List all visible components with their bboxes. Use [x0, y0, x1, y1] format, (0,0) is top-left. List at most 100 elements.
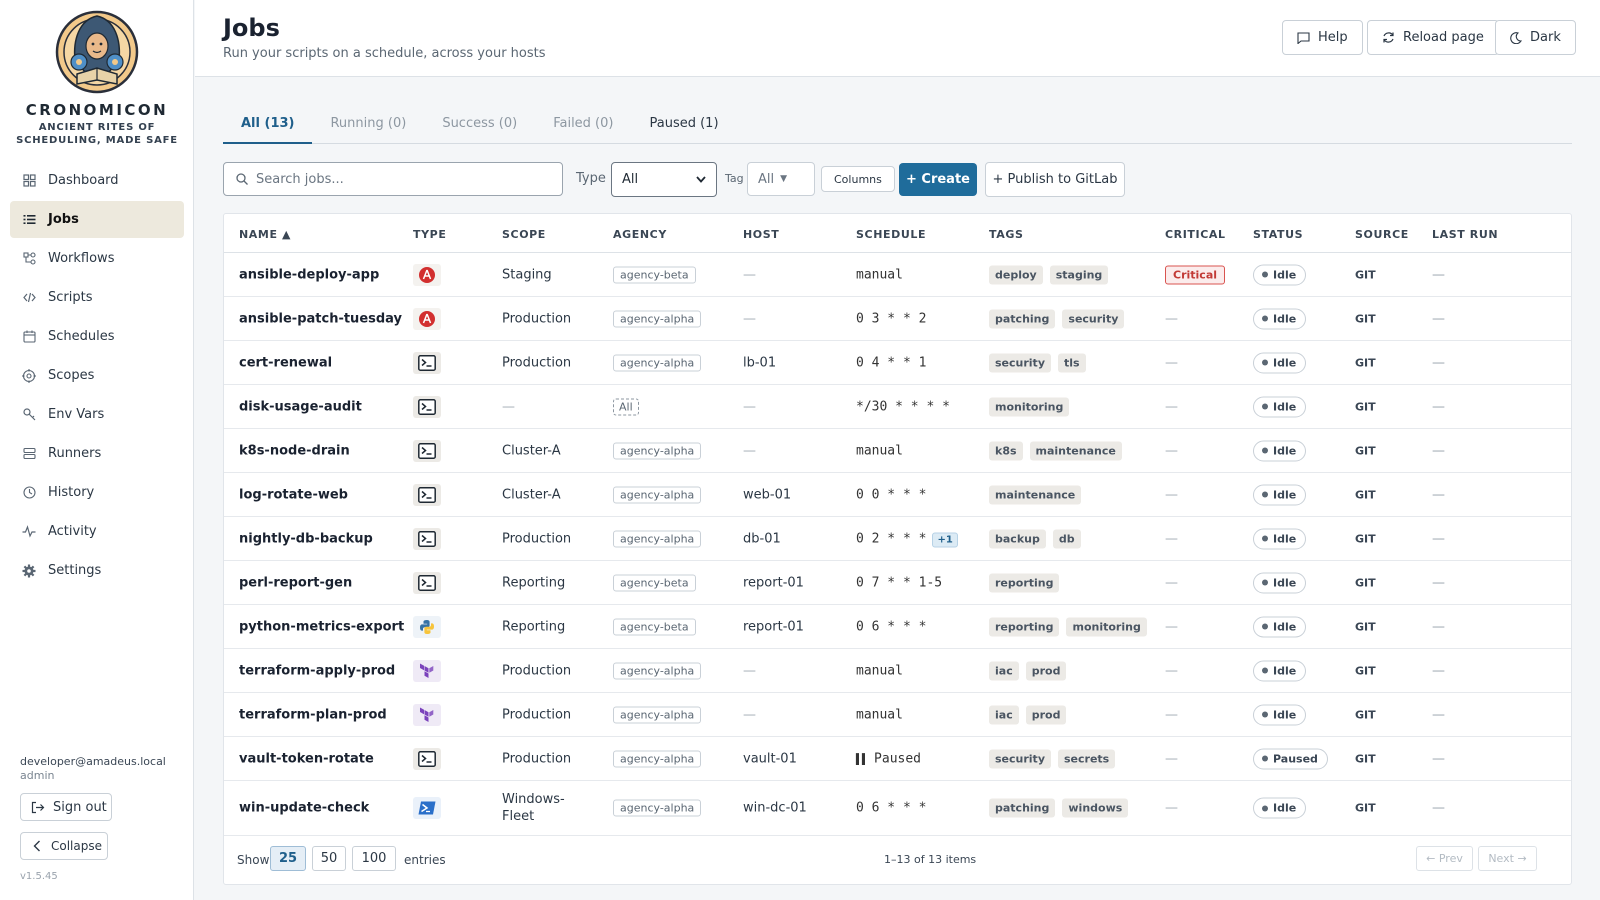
table-row[interactable]: cert-renewal Production agency-alpha lb-01 0…: [224, 341, 1571, 385]
job-name[interactable]: nightly-db-backup: [239, 531, 373, 546]
status-label: Idle: [1273, 620, 1297, 633]
job-name[interactable]: vault-token-rotate: [239, 751, 374, 766]
tag-chip[interactable]: k8s: [989, 441, 1023, 460]
col-type[interactable]: TYPE: [413, 228, 447, 241]
job-name[interactable]: k8s-node-drain: [239, 443, 350, 458]
tag-chip[interactable]: reporting: [989, 573, 1060, 592]
page-size-25[interactable]: 25: [270, 846, 306, 871]
col-name[interactable]: NAME ▲: [239, 228, 292, 241]
tag-chip[interactable]: backup: [989, 529, 1046, 548]
tag-chip[interactable]: monitoring: [989, 397, 1070, 416]
type-filter-select[interactable]: All: [611, 162, 717, 197]
tag-chip[interactable]: reporting: [989, 617, 1060, 636]
job-name[interactable]: disk-usage-audit: [239, 399, 362, 414]
tag-chip[interactable]: prod: [1025, 661, 1067, 680]
tag-chip[interactable]: secrets: [1057, 749, 1116, 768]
table-row[interactable]: k8s-node-drain Cluster-A agency-alpha — manu…: [224, 429, 1571, 473]
job-name[interactable]: terraform-plan-prod: [239, 707, 387, 722]
table-row[interactable]: ansible-patch-tuesday Production agency-al…: [224, 297, 1571, 341]
create-job-button[interactable]: + Create: [899, 163, 977, 196]
sidebar-item-dashboard[interactable]: Dashboard: [10, 162, 184, 199]
tag-chip[interactable]: iac: [989, 705, 1019, 724]
table-row[interactable]: win-update-check Windows- Fleet agency-alph…: [224, 781, 1571, 836]
last-run-cell: —: [1432, 619, 1445, 634]
tag-chip[interactable]: windows: [1062, 798, 1129, 818]
col-tags[interactable]: TAGS: [989, 228, 1024, 241]
collapse-button[interactable]: Collapse: [20, 832, 108, 860]
sidebar-item-workflows[interactable]: Workflows: [10, 240, 184, 277]
sidebar-item-runners[interactable]: Runners: [10, 435, 184, 472]
sidebar-item-jobs[interactable]: Jobs: [10, 201, 184, 238]
type-filter-label: Type: [576, 171, 606, 186]
job-name[interactable]: perl-report-gen: [239, 575, 353, 590]
sidebar-item-scopes[interactable]: Scopes: [10, 357, 184, 394]
page-size-50[interactable]: 50: [312, 846, 346, 871]
tab-failed[interactable]: Failed (0): [553, 116, 614, 131]
table-row[interactable]: log-rotate-web Cluster-A agency-alpha web-0…: [224, 473, 1571, 517]
more-schedules-badge[interactable]: +1: [932, 532, 958, 547]
sidebar-item-settings[interactable]: Settings: [10, 552, 184, 589]
tag-chip[interactable]: iac: [989, 661, 1019, 680]
sign-out-button[interactable]: Sign out: [20, 793, 112, 821]
table-row[interactable]: disk-usage-audit — All — */30 * * * * monitor…: [224, 385, 1571, 429]
tab-running[interactable]: Running (0): [330, 116, 407, 131]
status-dot-icon: [1262, 359, 1268, 366]
publish-gitlab-button[interactable]: + Publish to GitLab: [985, 162, 1125, 197]
job-name[interactable]: terraform-apply-prod: [239, 663, 396, 678]
tag-chip[interactable]: security: [989, 353, 1051, 372]
job-name[interactable]: ansible-patch-tuesday: [239, 311, 403, 326]
col-schedule[interactable]: SCHEDULE: [856, 228, 927, 241]
job-name[interactable]: cert-renewal: [239, 355, 333, 370]
status-cell: Idle: [1253, 704, 1307, 725]
tag-chip[interactable]: patching: [989, 798, 1056, 818]
col-agency[interactable]: AGENCY: [613, 228, 667, 241]
job-name[interactable]: ansible-deploy-app: [239, 267, 380, 282]
help-button[interactable]: Help: [1282, 20, 1363, 55]
terraform-icon: [413, 659, 441, 682]
prev-page-button[interactable]: ← Prev: [1416, 846, 1473, 871]
sidebar-item-history[interactable]: History: [10, 474, 184, 511]
tag-chip[interactable]: maintenance: [989, 485, 1082, 504]
col-last-run[interactable]: LAST RUN: [1432, 228, 1499, 241]
tab-success[interactable]: Success (0): [442, 116, 518, 131]
col-scope[interactable]: SCOPE: [502, 228, 546, 241]
table-row[interactable]: terraform-apply-prod Production agency-alp…: [224, 649, 1571, 693]
job-name[interactable]: python-metrics-export: [239, 619, 405, 634]
tag-filter-select[interactable]: All ▼: [747, 162, 815, 196]
col-host[interactable]: HOST: [743, 228, 780, 241]
col-critical[interactable]: CRITICAL: [1165, 228, 1226, 241]
tag-chip[interactable]: prod: [1025, 705, 1067, 724]
table-row[interactable]: nightly-db-backup Production agency-alpha d…: [224, 517, 1571, 561]
tab-all[interactable]: All (13): [223, 110, 313, 144]
tag-chip[interactable]: monitoring: [1066, 617, 1147, 636]
table-row[interactable]: python-metrics-export Reporting agency-bet…: [224, 605, 1571, 649]
table-row[interactable]: terraform-plan-prod Production agency-alph…: [224, 693, 1571, 737]
job-name[interactable]: log-rotate-web: [239, 487, 348, 502]
host-cell: vault-01: [743, 751, 797, 766]
table-row[interactable]: perl-report-gen Reporting agency-beta repor…: [224, 561, 1571, 605]
col-source[interactable]: SOURCE: [1355, 228, 1409, 241]
sidebar-item-schedules[interactable]: Schedules: [10, 318, 184, 355]
table-row[interactable]: vault-token-rotate Production agency-alpha…: [224, 737, 1571, 781]
col-status[interactable]: STATUS: [1253, 228, 1304, 241]
sidebar-item-scripts[interactable]: Scripts: [10, 279, 184, 316]
tag-chip[interactable]: maintenance: [1029, 441, 1122, 460]
sidebar-item-activity[interactable]: Activity: [10, 513, 184, 550]
page-size-100[interactable]: 100: [352, 846, 396, 871]
tag-chip[interactable]: staging: [1049, 265, 1109, 284]
tag-chip[interactable]: security: [989, 749, 1051, 768]
tag-chip[interactable]: tls: [1057, 353, 1086, 372]
reload-page-button[interactable]: Reload page: [1367, 20, 1499, 55]
search-input[interactable]: [256, 171, 546, 187]
tag-chip[interactable]: patching: [989, 309, 1056, 328]
next-page-button[interactable]: Next →: [1478, 846, 1537, 871]
sidebar-item-env-vars[interactable]: Env Vars: [10, 396, 184, 433]
job-name[interactable]: win-update-check: [239, 800, 370, 816]
columns-button[interactable]: Columns: [821, 166, 895, 192]
tag-chip[interactable]: security: [1062, 309, 1125, 328]
tag-chip[interactable]: deploy: [989, 265, 1043, 284]
tag-chip[interactable]: db: [1052, 529, 1081, 548]
dark-mode-button[interactable]: Dark: [1495, 20, 1576, 55]
table-row[interactable]: ansible-deploy-app Staging agency-beta — man…: [224, 253, 1571, 297]
tab-paused[interactable]: Paused (1): [649, 116, 719, 131]
